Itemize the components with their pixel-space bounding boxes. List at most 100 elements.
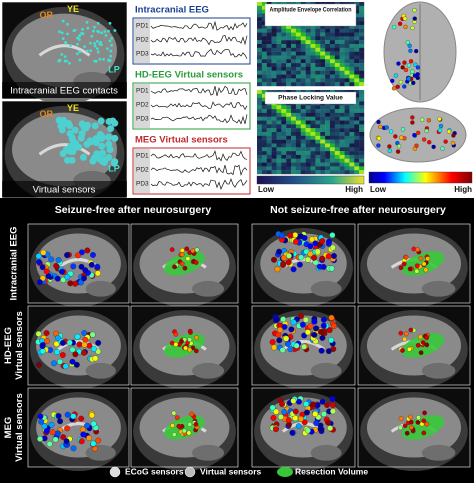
sensor: [313, 325, 320, 332]
matrix-cell: [329, 132, 336, 137]
matrix-title-bg: [264, 91, 357, 105]
matrix-cell: [281, 70, 287, 75]
matrix-cell: [300, 105, 306, 110]
sensor: [77, 38, 81, 41]
matrix-cell: [281, 82, 287, 87]
matrix-cell: [339, 24, 345, 29]
sensor: [79, 153, 87, 161]
matrix-cell: [291, 132, 297, 137]
sensor: [406, 63, 412, 68]
sensor: [179, 252, 185, 257]
matrix-cell: [257, 135, 263, 140]
matrix-cell: [354, 55, 360, 60]
matrix-cell: [349, 74, 355, 79]
sensor: [187, 347, 193, 353]
cerebellum: [191, 280, 225, 297]
matrix-cell: [300, 59, 306, 64]
matrix-cell: [281, 120, 287, 125]
matrix-cell: [266, 44, 272, 49]
sensor: [54, 334, 61, 341]
sensor: [410, 69, 415, 74]
sensor: [76, 42, 79, 46]
matrix-cell: [271, 109, 277, 114]
matrix-cell: [266, 116, 272, 121]
matrix-cell: [354, 21, 360, 26]
matrix-cell: [329, 154, 336, 159]
matrix-cell: [344, 55, 350, 60]
matrix-cell: [261, 9, 267, 14]
sensor: [317, 425, 324, 432]
sensor: [64, 425, 71, 432]
sensor: [95, 348, 102, 355]
sensor: [415, 342, 421, 348]
matrix-cell: [266, 158, 272, 163]
sensor: [407, 346, 412, 352]
matrix-cell: [334, 36, 340, 41]
matrix-cell: [339, 28, 345, 33]
sensor: [36, 259, 42, 265]
matrix-cell: [261, 28, 267, 33]
matrix-cell: [266, 74, 272, 79]
matrix-cell: [276, 112, 282, 117]
sensor: [387, 148, 392, 153]
matrix-cell: [310, 78, 316, 83]
matrix-cell: [261, 112, 267, 117]
matrix-cell: [334, 124, 340, 129]
matrix-cell: [325, 105, 331, 110]
sensor: [427, 140, 432, 145]
sensor: [418, 350, 424, 356]
matrix-cell: [266, 162, 272, 167]
matrix-cell: [291, 166, 297, 171]
sensor: [48, 256, 55, 263]
matrix-cell: [291, 51, 297, 56]
sensor: [438, 123, 444, 129]
sensor: [401, 261, 407, 267]
matrix-cell: [261, 90, 267, 95]
matrix-cell: [354, 154, 360, 159]
matrix-cell: [305, 55, 311, 60]
matrix-cell: [291, 162, 297, 167]
sensor: [90, 34, 94, 38]
sensor: [172, 264, 177, 270]
matrix-cell: [300, 32, 306, 37]
matrix-cell: [266, 24, 272, 29]
matrix-cell: [281, 24, 287, 29]
matrix-cell: [329, 112, 336, 117]
matrix-cell: [320, 74, 326, 79]
sensor: [290, 319, 297, 326]
matrix-cell: [281, 105, 287, 110]
matrix-cell: [325, 51, 331, 56]
sensor: [187, 328, 193, 334]
sensor: [72, 351, 79, 358]
matrix-cell: [266, 40, 272, 45]
matrix-cell: [257, 70, 263, 75]
sensor: [193, 260, 199, 265]
matrix-cell: [339, 154, 345, 159]
matrix-cell: [339, 51, 345, 56]
matrix-cell: [344, 70, 350, 75]
matrix-cell: [300, 166, 306, 171]
row-label: Virtual sensors: [14, 393, 25, 461]
matrix-cell: [315, 82, 321, 87]
matrix-cell: [315, 59, 321, 64]
sensor: [331, 323, 338, 330]
matrix-cell: [266, 147, 272, 152]
sensor: [81, 341, 88, 348]
matrix-cell: [276, 82, 282, 87]
sensor: [398, 265, 404, 271]
trace: [150, 178, 248, 190]
sensor: [98, 142, 106, 150]
matrix-cell: [271, 24, 277, 29]
sensor: [415, 75, 420, 81]
sensor: [400, 348, 405, 353]
matrix-cell: [354, 9, 360, 14]
sensor: [270, 414, 277, 421]
matrix-cell: [310, 120, 316, 125]
matrix-cell: [344, 124, 350, 129]
sensor: [96, 50, 100, 54]
matrix-cell: [257, 59, 263, 64]
matrix-cell: [261, 82, 267, 87]
matrix-cell: [320, 40, 326, 45]
matrix-cell: [359, 28, 365, 33]
matrix-cell: [257, 120, 263, 125]
